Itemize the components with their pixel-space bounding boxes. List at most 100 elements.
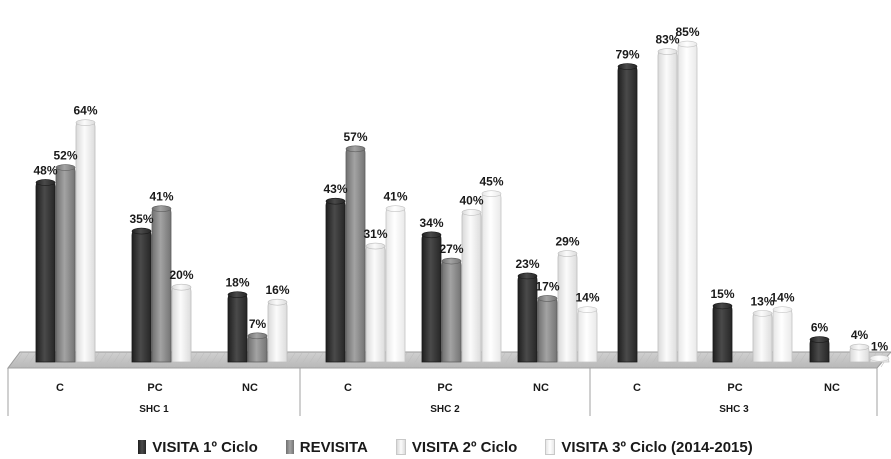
bar — [385, 206, 406, 363]
data-label: 40% — [459, 193, 483, 207]
data-label: 57% — [343, 130, 367, 144]
category-label: PC — [437, 382, 452, 394]
bar-cap — [481, 190, 502, 197]
bar — [481, 191, 502, 363]
bar — [557, 251, 578, 363]
floor-hatch-line — [117, 352, 128, 368]
floor-hatch-line — [789, 352, 800, 368]
floor-hatch-line — [285, 352, 296, 368]
data-label: 43% — [323, 182, 347, 196]
bar-cap — [171, 283, 192, 291]
legend: VISITA 1º Ciclo REVISITA VISITA 2º Ciclo… — [0, 436, 891, 458]
data-label: 31% — [363, 227, 387, 241]
bar-cap — [227, 291, 248, 298]
floor-hatch-line — [600, 352, 611, 368]
group-label: SHC 3 — [719, 404, 749, 415]
legend-swatch — [285, 440, 294, 454]
floor-hatch-line — [796, 352, 807, 368]
group-label: SHC 1 — [139, 404, 169, 415]
floor-hatch-line — [411, 352, 422, 368]
bar-cap — [461, 209, 482, 216]
floor-hatch-line — [306, 352, 317, 368]
floor-hatch-line — [502, 352, 513, 368]
data-label: 41% — [149, 190, 173, 204]
value-labels-layer: 48% 35% 18% 43% 34% 23% 79% 15% 6% 52% 41% 7% 57% 27%… — [33, 25, 888, 353]
category-label: C — [344, 382, 352, 394]
bar — [517, 273, 538, 363]
floor-hatch-line — [649, 352, 660, 368]
floor-hatch-line — [292, 352, 303, 368]
data-label: 79% — [615, 48, 639, 62]
bar-cap — [752, 310, 773, 317]
data-label: 14% — [770, 291, 794, 305]
bar — [365, 243, 386, 363]
floor-hatch-line — [215, 352, 226, 368]
floor-hatch-line — [110, 352, 121, 368]
bar-cap — [325, 197, 346, 205]
bar-cap — [151, 205, 172, 212]
bar-cap — [35, 179, 56, 186]
data-label: 6% — [811, 321, 829, 335]
data-label: 1% — [871, 339, 889, 353]
bar-cap — [809, 336, 830, 343]
data-label: 20% — [169, 268, 193, 282]
bar — [441, 258, 462, 363]
legend-item-series-1: VISITA 1º Ciclo — [138, 439, 258, 456]
bar-cap — [247, 332, 268, 340]
bar — [171, 284, 192, 363]
legend-swatch — [545, 439, 556, 455]
bar-cap — [577, 306, 598, 313]
bar — [227, 292, 248, 363]
bar-cap — [131, 227, 152, 235]
floor-hatch-line — [509, 352, 520, 368]
bar — [537, 296, 558, 363]
bar-cap — [712, 302, 733, 310]
bar — [577, 307, 598, 363]
bar-cap — [365, 242, 386, 250]
floor-hatch-line — [740, 352, 751, 368]
data-label: 45% — [479, 175, 503, 189]
floor-hatch-line — [299, 352, 310, 368]
floor-hatch-line — [838, 352, 849, 368]
floor-hatch-line — [593, 352, 604, 368]
data-label: 64% — [73, 104, 97, 118]
bar-cap — [441, 257, 462, 265]
bar-cap — [557, 250, 578, 257]
bar-cap — [75, 119, 96, 126]
bar — [151, 206, 172, 363]
floor-hatch-line — [96, 352, 107, 368]
floor-hatch-line — [635, 352, 646, 368]
bar — [712, 303, 733, 363]
legend-item-series-4: VISITA 3º Ciclo (2014-2015) — [545, 439, 753, 456]
legend-item-series-2: REVISITA — [285, 439, 368, 456]
category-label: NC — [533, 382, 549, 394]
legend-item-series-3: VISITA 2º Ciclo — [395, 438, 518, 456]
bar-cap — [677, 40, 698, 48]
data-label: 7% — [249, 317, 267, 331]
data-label: 15% — [710, 287, 734, 301]
bar-cap — [772, 306, 793, 313]
data-label: 35% — [129, 212, 153, 226]
bar — [677, 41, 698, 363]
floor-hatch-line — [12, 352, 23, 368]
bar — [657, 49, 678, 363]
data-label: 14% — [575, 291, 599, 305]
category-label: C — [633, 382, 641, 394]
bar-cap — [385, 205, 406, 212]
legend-label: VISITA 2º Ciclo — [411, 438, 518, 456]
legend-swatch — [138, 440, 147, 454]
data-label: 27% — [439, 242, 463, 256]
bar — [131, 228, 152, 363]
category-label: C — [56, 382, 64, 394]
floor-hatch-line — [607, 352, 618, 368]
bar-cap — [517, 272, 538, 280]
group-label: SHC 2 — [430, 404, 460, 415]
legend-swatch — [395, 439, 406, 455]
bar — [461, 210, 482, 363]
floor-hatch-line — [642, 352, 653, 368]
floor-hatch-line — [824, 352, 835, 368]
category-label: PC — [727, 382, 742, 394]
bar-cap — [617, 63, 638, 70]
floor-hatch-line — [208, 352, 219, 368]
data-label: 83% — [655, 33, 679, 47]
